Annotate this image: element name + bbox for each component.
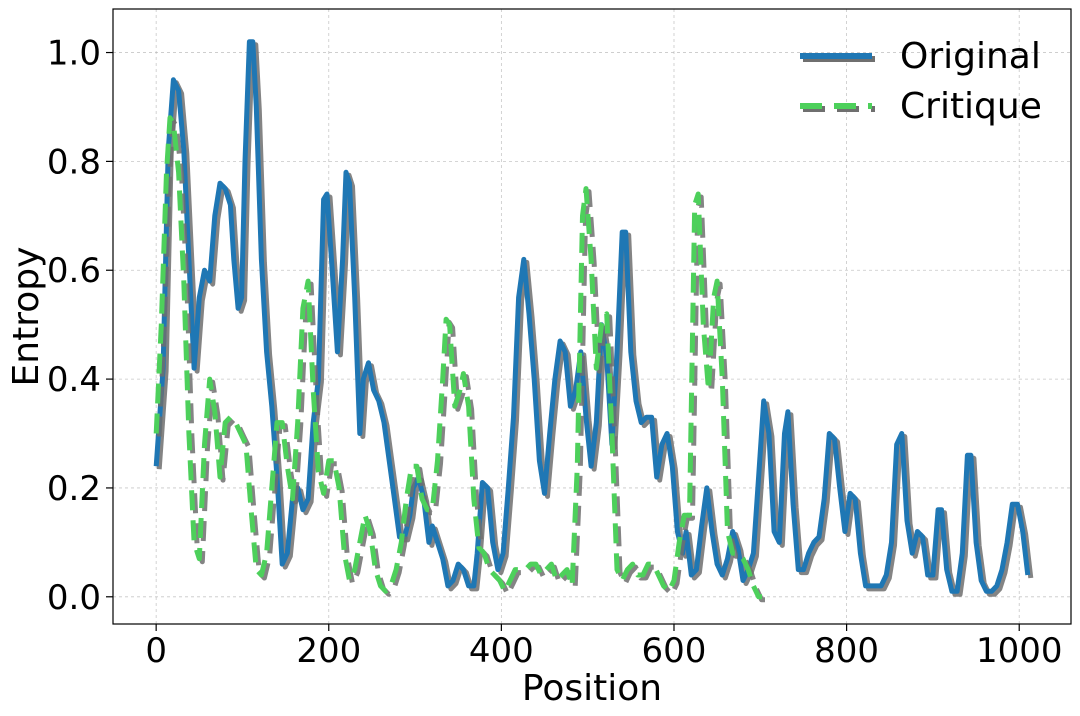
y-tick-label: 0.2 [47, 469, 101, 509]
legend-label-critique: Critique [900, 86, 1042, 127]
y-tick-label: 0.8 [47, 142, 101, 182]
x-tick-label: 0 [145, 631, 167, 671]
legend: Original Critique [800, 36, 1042, 127]
x-tick-label: 800 [814, 631, 879, 671]
y-tick-label: 0.0 [47, 578, 101, 618]
series-shadow-critique [156, 118, 765, 603]
x-tick-label: 200 [296, 631, 361, 671]
x-tick-label: 400 [469, 631, 534, 671]
axis-ticks: 0 200 400 600 800 1000 0.0 0.2 0.4 0.6 0.8 1.0 [47, 34, 1063, 671]
y-tick-label: 0.6 [47, 251, 101, 291]
x-axis-label: Position [522, 668, 662, 709]
legend-label-original: Original [900, 36, 1041, 77]
series-lines [153, 39, 1034, 603]
y-tick-label: 0.4 [47, 360, 101, 400]
y-axis-label: Entropy [6, 247, 47, 387]
x-tick-label: 600 [642, 631, 707, 671]
series-line-critique [153, 115, 762, 600]
x-tick-label: 1000 [976, 631, 1063, 671]
y-tick-label: 1.0 [47, 34, 101, 74]
plot-frame [112, 8, 1072, 625]
grid [113, 9, 1071, 624]
